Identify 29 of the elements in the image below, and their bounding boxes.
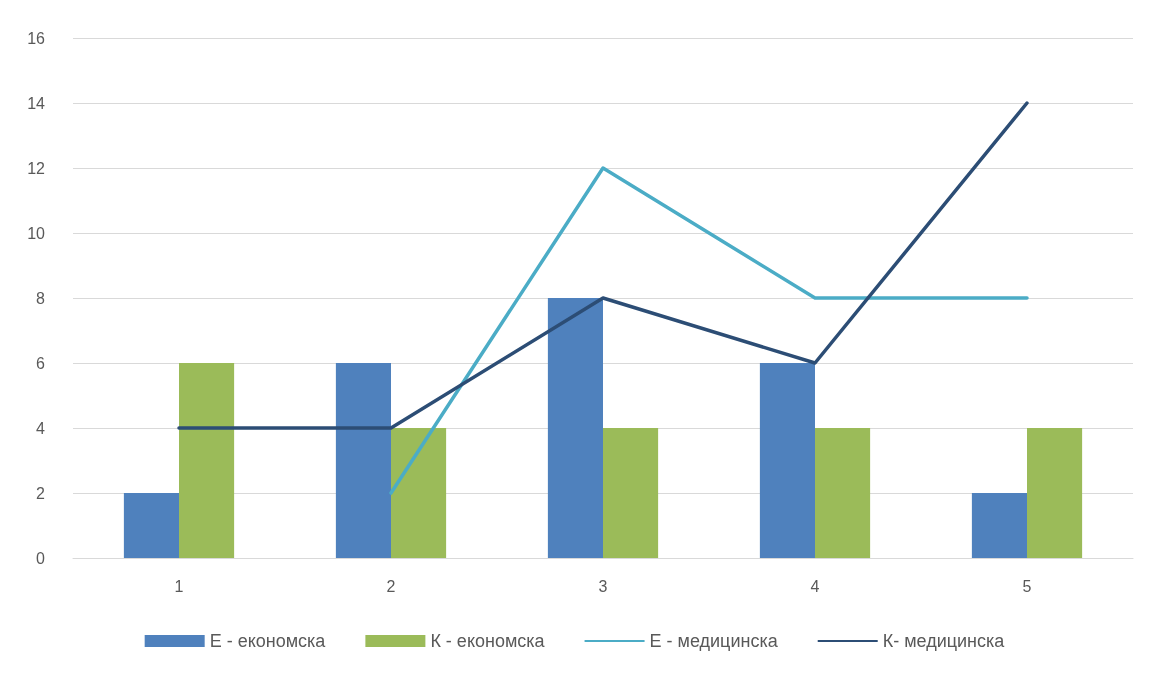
y-tick-label: 8 (36, 289, 46, 307)
legend-label: К - економска (430, 631, 546, 651)
bar (603, 428, 659, 558)
legend-label: К- медицинска (882, 631, 1006, 651)
bar (179, 363, 235, 558)
y-tick-label: 14 (27, 94, 46, 112)
y-tick-label: 6 (36, 354, 46, 372)
bar (123, 493, 179, 558)
bar (391, 428, 447, 558)
x-tick-label: 4 (810, 577, 820, 595)
bar (971, 493, 1027, 558)
bar (335, 363, 391, 558)
bar (547, 298, 603, 558)
y-tick-label: 12 (27, 159, 46, 177)
bar (1027, 428, 1083, 558)
legend-label: Е - економска (209, 631, 327, 651)
x-tick-label: 2 (386, 577, 396, 595)
y-tick-label: 0 (36, 549, 46, 567)
legend-label: Е - медицинска (649, 631, 779, 651)
x-tick-label: 5 (1022, 577, 1032, 595)
y-tick-label: 4 (36, 419, 46, 437)
bar (759, 363, 815, 558)
y-tick-label: 16 (27, 29, 46, 47)
x-tick-label: 1 (174, 577, 184, 595)
bar (815, 428, 871, 558)
line-series (177, 101, 1029, 430)
y-tick-label: 2 (36, 484, 46, 502)
x-tick-label: 3 (598, 577, 608, 595)
y-tick-label: 10 (27, 224, 46, 242)
